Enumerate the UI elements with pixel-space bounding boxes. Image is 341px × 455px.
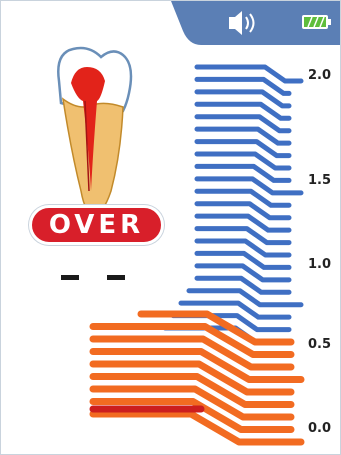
tooth-icon bbox=[57, 46, 133, 218]
orange-scale-bar bbox=[89, 360, 295, 396]
blue-scale-bar bbox=[194, 263, 292, 283]
blue-scale-bar bbox=[194, 163, 292, 183]
blue-scale-bar bbox=[194, 139, 292, 159]
blue-scale-bar bbox=[194, 64, 304, 84]
blue-scale-bar bbox=[194, 76, 292, 96]
scale-tick-label: 1.5 bbox=[308, 173, 332, 188]
blue-scale-bar bbox=[194, 176, 304, 196]
blue-scale-bar bbox=[194, 151, 292, 171]
orange-scale-bar bbox=[89, 410, 305, 446]
blue-scale-bar bbox=[194, 201, 292, 221]
scale-tick-label: 1.0 bbox=[308, 257, 332, 272]
readout-dash bbox=[107, 275, 125, 280]
blue-scale-bar bbox=[194, 226, 292, 246]
blue-scale-bar bbox=[194, 238, 292, 258]
battery-icon bbox=[302, 15, 331, 29]
length-readout bbox=[61, 261, 151, 291]
orange-scale-bar bbox=[137, 310, 295, 346]
blue-scale-bar bbox=[186, 288, 304, 308]
orange-scale-bar bbox=[89, 373, 295, 408]
status-label: OVER bbox=[48, 210, 145, 240]
blue-scale-bar bbox=[194, 213, 292, 233]
blue-scale-bar bbox=[194, 188, 292, 208]
status-bar bbox=[1, 1, 340, 45]
blue-scale-bar bbox=[194, 275, 292, 295]
orange-scale-bar bbox=[89, 398, 295, 433]
scale-tick-label: 0.5 bbox=[308, 337, 332, 352]
blue-scale-bar bbox=[194, 114, 292, 134]
blue-scale-bar bbox=[194, 250, 292, 270]
blue-scale-bar bbox=[194, 101, 292, 121]
readout-dash bbox=[61, 275, 79, 280]
blue-scale-bar bbox=[194, 89, 292, 109]
scale-tick-label: 0.0 bbox=[308, 421, 332, 436]
speaker-icon[interactable] bbox=[229, 11, 255, 35]
scale-tick-label: 2.0 bbox=[308, 68, 332, 83]
orange-scale-bar bbox=[89, 385, 295, 421]
blue-scale-bar bbox=[194, 126, 292, 146]
blue-scale-bar bbox=[178, 300, 292, 320]
orange-scale-bar bbox=[89, 323, 295, 358]
orange-scale-bar bbox=[89, 335, 295, 371]
orange-scale-bar bbox=[89, 348, 305, 383]
over-status-badge: OVER bbox=[29, 205, 164, 245]
